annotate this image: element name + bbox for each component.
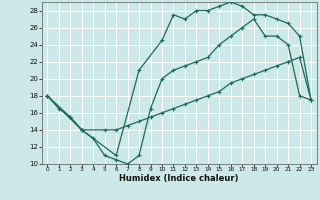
- X-axis label: Humidex (Indice chaleur): Humidex (Indice chaleur): [119, 174, 239, 183]
